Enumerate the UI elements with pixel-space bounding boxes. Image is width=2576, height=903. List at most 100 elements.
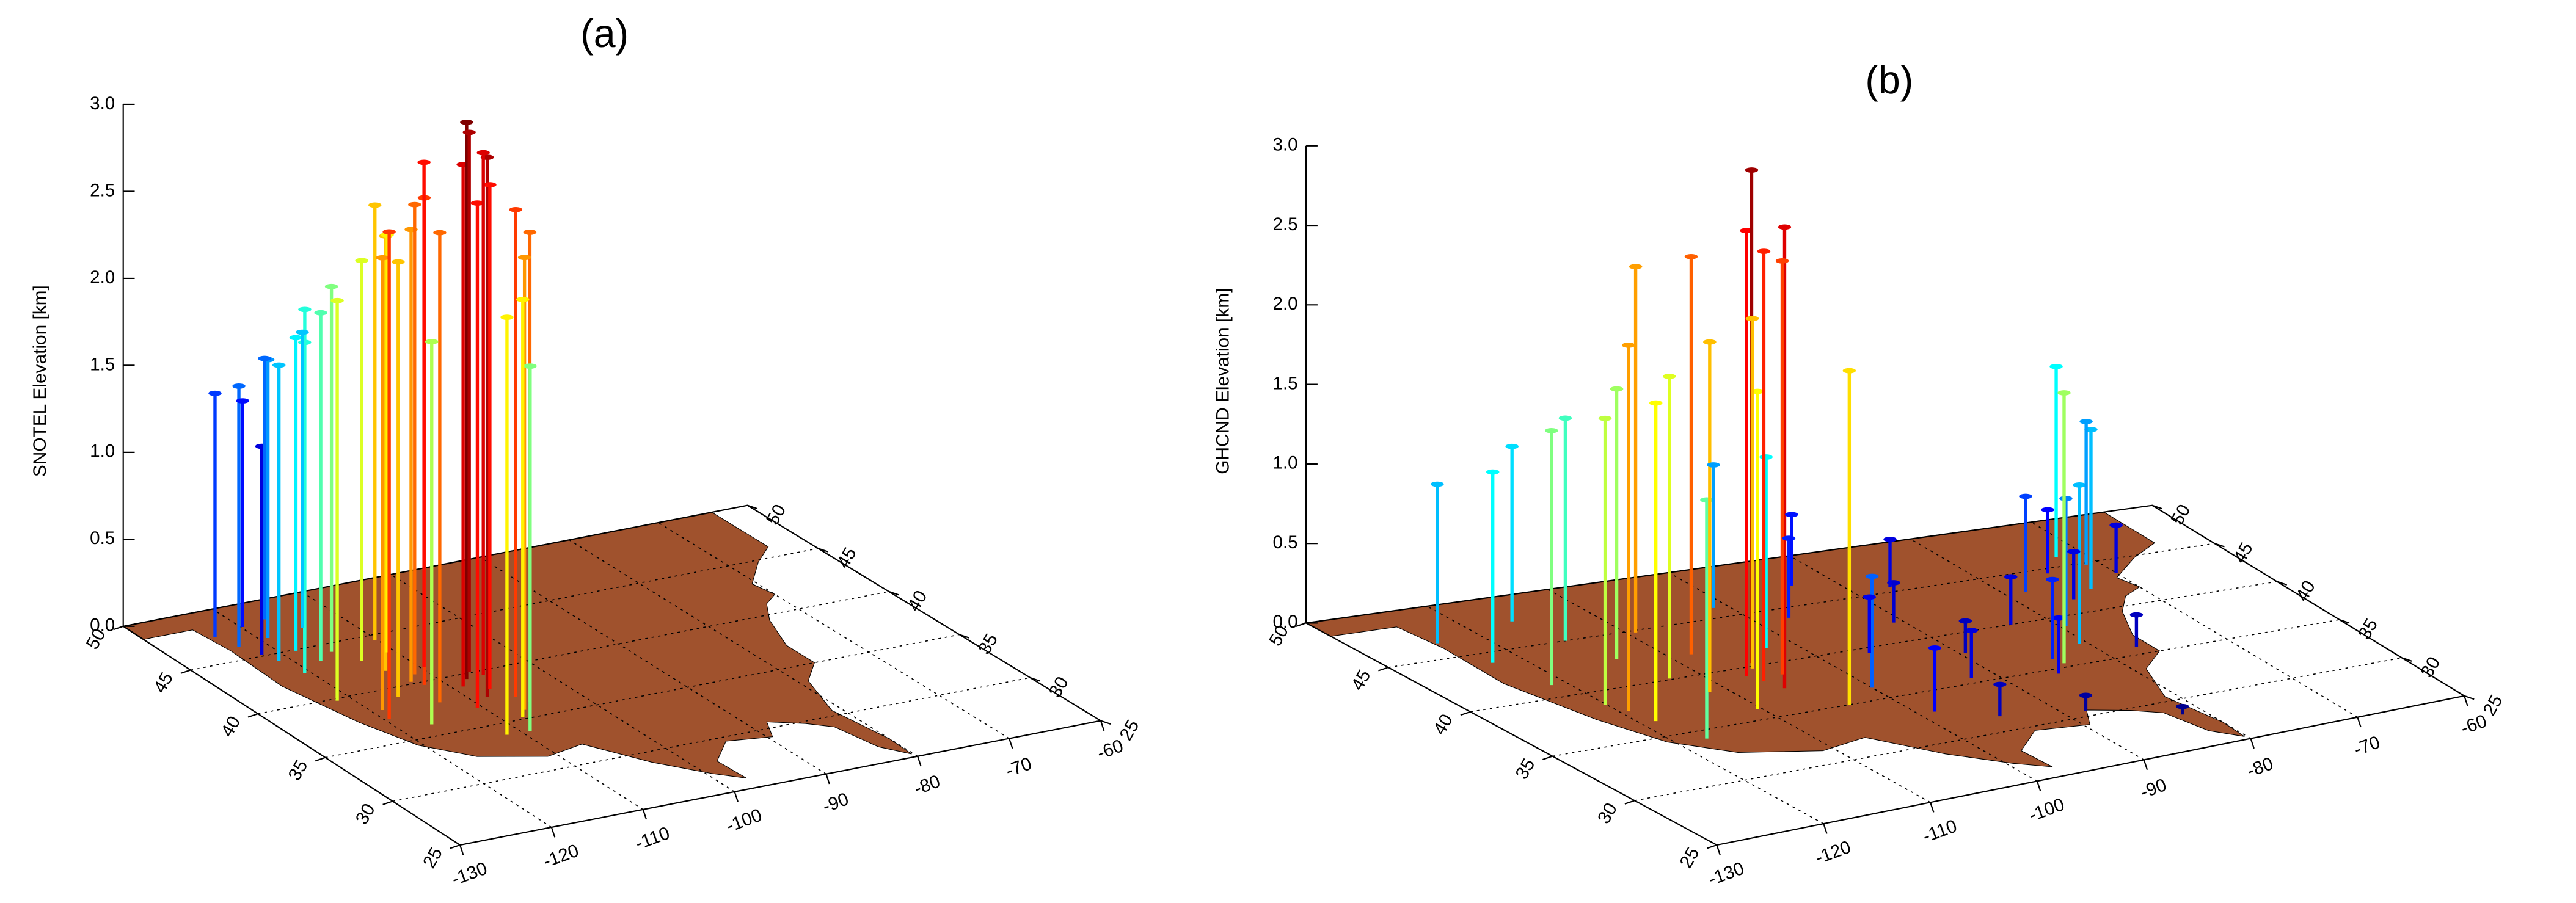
stem-cap bbox=[1775, 258, 1789, 264]
stem-cap bbox=[324, 283, 338, 289]
y-tick-label: 35 bbox=[285, 756, 312, 784]
stem-cap bbox=[1610, 386, 1624, 392]
y-tick-label-right: 40 bbox=[904, 587, 932, 615]
z-tick-label: 3.0 bbox=[90, 93, 115, 114]
stem-cap bbox=[1486, 469, 1500, 475]
stem-cap bbox=[1863, 594, 1877, 600]
y-tick-label: 25 bbox=[419, 844, 447, 871]
y-tick-label: 45 bbox=[150, 669, 177, 697]
z-axis-label: SNOTEL Elevation [km] bbox=[30, 285, 50, 477]
x-tick-label: -60 bbox=[2458, 711, 2489, 739]
y-tick-label: 45 bbox=[1348, 666, 1375, 694]
x-tick-label: -70 bbox=[1003, 753, 1034, 782]
z-tick-label: 2.0 bbox=[90, 267, 115, 288]
stem-cap bbox=[314, 310, 327, 316]
panel: (b) GHCND Elevation [km] -130 -120 -110 -100 -… bbox=[1213, 57, 2507, 890]
stem-cap bbox=[296, 329, 309, 335]
x-tick bbox=[1930, 802, 1935, 813]
stem-cap bbox=[417, 159, 431, 165]
stem-cap bbox=[272, 362, 286, 368]
z-tick-label: 2.0 bbox=[1273, 294, 1298, 314]
x-tick bbox=[2250, 738, 2255, 749]
x-tick-label: -130 bbox=[1706, 858, 1747, 890]
grid-line bbox=[123, 504, 748, 627]
stem-cap bbox=[2067, 549, 2081, 554]
stem-cap bbox=[2057, 390, 2071, 396]
x-tick bbox=[825, 774, 830, 785]
x-tick bbox=[1823, 823, 1828, 834]
grid-line bbox=[390, 574, 735, 792]
y-tick bbox=[2277, 581, 2288, 586]
grid-line bbox=[480, 556, 826, 775]
stem-cap bbox=[523, 230, 537, 235]
stem-cap bbox=[2049, 363, 2063, 369]
z-tick-label: 0.5 bbox=[90, 528, 115, 548]
grid-line bbox=[569, 539, 918, 757]
stem-cap bbox=[1883, 536, 1897, 542]
y-tick-label-right: 50 bbox=[2167, 501, 2195, 528]
stem-cap bbox=[1782, 535, 1796, 541]
stem-cap bbox=[392, 259, 405, 265]
x-tick bbox=[550, 827, 556, 838]
z-tick-label: 2.5 bbox=[1273, 214, 1298, 234]
x-tick bbox=[1100, 720, 1105, 731]
stem-cap bbox=[408, 201, 421, 208]
x-tick-label: -70 bbox=[2351, 732, 2382, 760]
grid-line bbox=[1552, 619, 2340, 757]
stem-cap bbox=[236, 398, 250, 404]
y-tick bbox=[450, 844, 461, 849]
y-tick bbox=[817, 548, 828, 553]
stem-cap bbox=[1928, 645, 1942, 651]
y-tick bbox=[2339, 618, 2350, 624]
y-tick-label-right: 45 bbox=[833, 544, 861, 571]
x-tick bbox=[1009, 738, 1013, 749]
z-tick-label: 2.5 bbox=[90, 180, 115, 200]
stem-cap bbox=[298, 306, 312, 313]
x-tick bbox=[734, 791, 739, 802]
y-tick bbox=[1029, 676, 1040, 682]
y-tick-label: 30 bbox=[1594, 800, 1621, 827]
stem-cap bbox=[330, 297, 344, 303]
z-tick-label: 1.0 bbox=[90, 441, 115, 462]
stem-cap bbox=[433, 230, 447, 236]
stem-cap bbox=[1778, 224, 1792, 230]
y-tick-label: 25 bbox=[1676, 844, 1704, 871]
stem-cap bbox=[1629, 264, 1643, 270]
y-tick-label-right: 35 bbox=[974, 630, 1002, 658]
y-tick-label-right: 45 bbox=[2230, 539, 2257, 567]
grid-line bbox=[747, 505, 1101, 722]
x-tick-label: -130 bbox=[449, 858, 490, 890]
y-tick bbox=[315, 756, 326, 762]
stem-cap bbox=[1785, 512, 1798, 518]
panel-title: (b) bbox=[1865, 57, 1913, 102]
stem-cap bbox=[2004, 574, 2018, 580]
grid-line bbox=[1305, 504, 2153, 624]
stem-cap bbox=[2109, 522, 2123, 528]
z-tick-label: 0.0 bbox=[90, 615, 115, 636]
stem-cap bbox=[1684, 253, 1698, 259]
panel-title: (a) bbox=[580, 11, 629, 56]
x-tick bbox=[459, 844, 464, 855]
x-tick-label: -110 bbox=[633, 823, 673, 854]
y-tick bbox=[888, 590, 899, 596]
stem-cap bbox=[2052, 615, 2065, 621]
z-tick-label: 1.5 bbox=[90, 354, 115, 374]
stem-cap bbox=[483, 182, 497, 187]
x-tick-label: -110 bbox=[1920, 816, 1960, 847]
stem-cap bbox=[425, 339, 439, 344]
y-tick bbox=[1706, 844, 1717, 849]
stem-cap bbox=[509, 206, 523, 212]
stem-cap bbox=[1649, 400, 1663, 406]
x-tick-label: -60 bbox=[1095, 736, 1126, 764]
stem-cap bbox=[1842, 368, 1856, 374]
stem-cap bbox=[2129, 612, 2144, 618]
grid-line bbox=[2151, 505, 2465, 697]
stem-cap bbox=[1622, 342, 1635, 348]
stem-cap bbox=[232, 383, 246, 389]
stem-cap bbox=[460, 119, 473, 125]
stem-cap bbox=[289, 335, 303, 341]
grid-line bbox=[1388, 543, 2215, 668]
stem-cap bbox=[2079, 692, 2093, 698]
stem-cap bbox=[516, 297, 530, 302]
stem-cap bbox=[1662, 374, 1676, 379]
